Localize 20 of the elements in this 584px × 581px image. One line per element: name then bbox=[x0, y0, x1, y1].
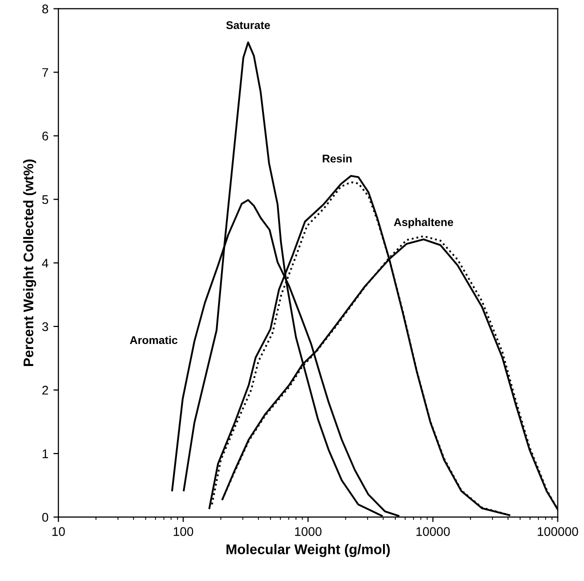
x-tick-label: 10 bbox=[52, 527, 65, 536]
annotation: Saturate bbox=[226, 21, 270, 30]
y-tick-label: 5 bbox=[42, 195, 48, 204]
y-tick-label: 4 bbox=[42, 258, 48, 268]
y-tick-label: 3 bbox=[42, 322, 48, 332]
y-tick-label: 1 bbox=[42, 449, 48, 458]
y-tick-label: 6 bbox=[42, 132, 48, 140]
x-tick-label: 100 bbox=[174, 527, 194, 536]
y-tick-label: 0 bbox=[42, 512, 48, 522]
x-axis-title: Molecular Weight (g/mol) bbox=[226, 544, 390, 558]
y-tick-label: 8 bbox=[42, 4, 48, 14]
y-axis-title: Percent Weight Collected (wt%) bbox=[23, 160, 36, 366]
x-tick-label: 1000 bbox=[295, 527, 322, 536]
y-tick-label: 2 bbox=[42, 386, 48, 395]
annotation: Resin bbox=[322, 154, 352, 163]
annotation: Asphaltene bbox=[394, 218, 454, 228]
y-tick-label: 7 bbox=[42, 68, 48, 77]
x-tick-label: 10000 bbox=[416, 527, 450, 536]
x-tick-label: 100000 bbox=[538, 527, 578, 536]
annotation: Aromatic bbox=[130, 336, 178, 344]
